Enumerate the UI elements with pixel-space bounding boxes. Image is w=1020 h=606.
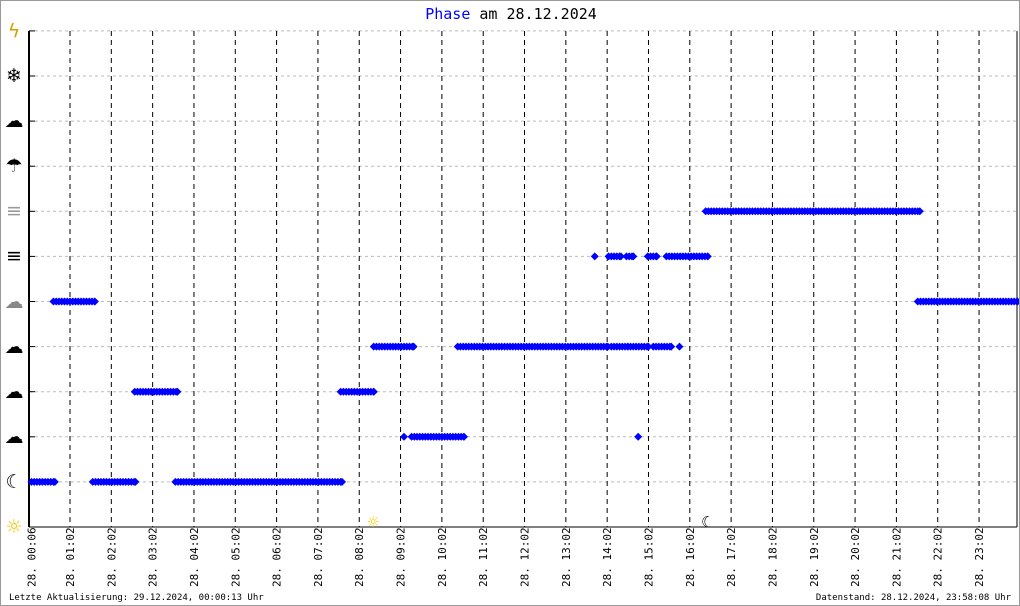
x-tick-label: 28. 19:02 xyxy=(808,527,821,587)
x-tick-label: 28. 08:02 xyxy=(353,527,366,587)
data-point xyxy=(915,207,924,216)
data-point xyxy=(338,477,347,486)
data-point xyxy=(459,432,468,441)
data-point xyxy=(1013,297,1019,306)
moon-icon: ☾ xyxy=(5,470,23,493)
data-point xyxy=(409,342,418,351)
x-tick-label: 28. 20:02 xyxy=(849,527,862,587)
x-tick-label: 28. 16:02 xyxy=(684,527,697,587)
title-rest: am 28.12.2024 xyxy=(470,5,597,23)
x-tick-label: 28. 04:02 xyxy=(188,527,201,587)
data-point xyxy=(590,252,599,261)
x-tick-label: 28. 01:02 xyxy=(64,527,77,587)
x-tick-label: 28. 03:02 xyxy=(147,527,160,587)
cloud-icon: ☁ xyxy=(4,335,24,358)
overcast-icon: ☁ xyxy=(4,290,24,313)
x-tick-label: 28. 00:06 xyxy=(25,527,38,587)
sunrise-sun-icon: ☼ xyxy=(366,513,380,531)
fog-icon: ≡ xyxy=(6,245,22,268)
data-point xyxy=(369,387,378,396)
sun-icon: ☼ xyxy=(5,516,23,538)
data-point xyxy=(90,297,99,306)
x-tick-label: 28. 05:02 xyxy=(229,527,242,587)
data-point xyxy=(634,432,643,441)
x-tick-label: 28. 11:02 xyxy=(477,527,490,587)
cloud-sun-icon: ☁ xyxy=(4,425,24,448)
x-tick-label: 28. 14:02 xyxy=(601,527,614,587)
data-point xyxy=(629,252,638,261)
data-point xyxy=(173,387,182,396)
x-tick-label: 28. 15:02 xyxy=(642,527,655,587)
x-tick-label: 28. 17:02 xyxy=(725,527,738,587)
data-point xyxy=(675,342,684,351)
x-tick-label: 28. 10:02 xyxy=(436,527,449,587)
data-point xyxy=(50,477,59,486)
x-tick-label: 28. 07:02 xyxy=(312,527,325,587)
x-tick-label: 28. 02:02 xyxy=(105,527,118,587)
data-point xyxy=(667,342,676,351)
data-point xyxy=(652,252,661,261)
cloud-moon-icon: ☁ xyxy=(4,380,24,403)
x-tick-label: 28. 18:02 xyxy=(766,527,779,587)
chart-title: Phase am 28.12.2024 xyxy=(1,5,1019,23)
thunderstorm-icon: ϟ xyxy=(7,19,21,42)
data-point xyxy=(131,477,140,486)
snow-icon: ❄ xyxy=(6,65,22,87)
data-point xyxy=(644,342,653,351)
sleet-icon: ☁ xyxy=(4,110,24,133)
fog-sun-icon: ≡ xyxy=(6,200,22,223)
x-tick-label: 28. 23:02 xyxy=(973,527,986,587)
x-tick-label: 28. 21:02 xyxy=(890,527,903,587)
data-point xyxy=(400,432,409,441)
x-tick-label: 28. 12:02 xyxy=(519,527,532,587)
sunset-moon-icon: ☾ xyxy=(700,513,715,531)
last-update: Letzte Aktualisierung: 29.12.2024, 00:00… xyxy=(9,593,264,603)
title-highlight: Phase xyxy=(425,5,471,23)
x-tick-label: 28. 06:02 xyxy=(271,527,284,587)
rain-icon: ☂ xyxy=(5,155,23,178)
data-point xyxy=(703,252,712,261)
data-timestamp: Datenstand: 28.12.2024, 23:58:08 Uhr xyxy=(815,593,1011,603)
x-tick-label: 28. 22:02 xyxy=(932,527,945,587)
data-point xyxy=(616,252,625,261)
x-tick-label: 28. 09:02 xyxy=(395,527,408,587)
x-tick-label: 28. 13:02 xyxy=(560,527,573,587)
